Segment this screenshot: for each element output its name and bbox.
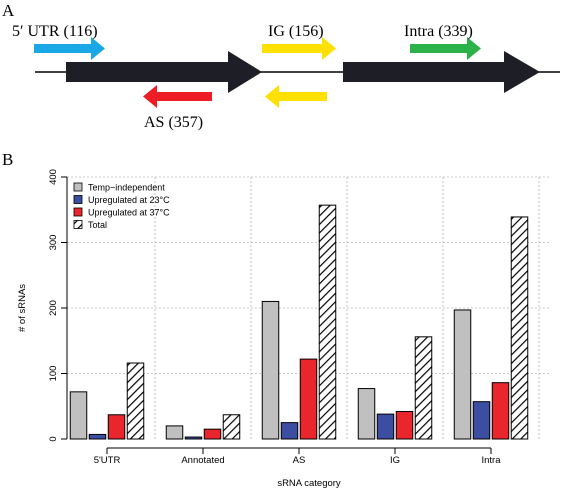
bar-chart: 0 100 200 300 400 5'UTR Annotated AS IG Intra # … xyxy=(17,169,551,489)
bar-annotated-total xyxy=(222,414,241,440)
bar-intra-total xyxy=(510,216,529,440)
y-tick-label: 0 xyxy=(48,436,59,441)
bar-as-tempindependent xyxy=(261,300,280,440)
y-tick-label: 200 xyxy=(48,300,59,316)
ig-label: IG (156) xyxy=(268,23,324,40)
legend-swatch xyxy=(73,195,83,204)
panel-b-label: B xyxy=(2,150,13,169)
bar-ig-upregulatedat23c xyxy=(376,413,395,440)
legend-swatch xyxy=(73,207,83,217)
legend: Temp−independent Upregulated at 23°C Upreg… xyxy=(73,182,170,230)
bar-annotated-upregulatedat23c xyxy=(184,436,203,440)
bar-intra-tempindependent xyxy=(453,309,472,440)
x-tick-label: 5'UTR xyxy=(94,455,121,466)
y-axis: 0 100 200 300 400 xyxy=(48,169,68,442)
bar-intra-upregulatedat23c xyxy=(472,401,491,440)
bar-as-upregulatedat37c xyxy=(299,358,318,440)
bars xyxy=(69,204,529,440)
legend-label: Upregulated at 23°C xyxy=(88,195,170,205)
bar-intra-upregulatedat37c xyxy=(491,382,510,440)
as-srna-arrow xyxy=(143,85,212,108)
legend-swatch xyxy=(73,220,83,229)
x-tick-label: Annotated xyxy=(181,455,224,466)
intra-label: Intra (339) xyxy=(404,23,473,40)
bar-5utr-tempindependent xyxy=(69,391,88,440)
utr-label: 5′ UTR (116) xyxy=(12,23,98,40)
y-tick-label: 300 xyxy=(48,235,59,251)
y-tick-label: 100 xyxy=(48,366,59,382)
bar-ig-total xyxy=(414,336,433,440)
legend-label: Upregulated at 37°C xyxy=(88,208,170,218)
intra-srna-arrow xyxy=(410,37,481,60)
bar-as-upregulatedat23c xyxy=(280,422,299,440)
ig-srna-arrow xyxy=(262,37,336,60)
utr-srna-arrow xyxy=(34,37,105,60)
gene-arrow-1 xyxy=(66,51,262,93)
legend-label: Total xyxy=(88,220,107,230)
x-tick-label: IG xyxy=(390,455,400,466)
bar-ig-upregulatedat37c xyxy=(395,410,414,440)
panel-a-schematic: A 5′ UTR (116) IG (156) Intra (339) AS (… xyxy=(2,1,560,131)
x-axis: 5'UTR Annotated AS IG Intra xyxy=(94,447,501,466)
bar-5utr-total xyxy=(126,362,145,440)
x-tick-label: Intra xyxy=(481,455,501,466)
y-tick-label: 400 xyxy=(48,169,59,185)
as-label: AS (357) xyxy=(144,114,203,131)
y-axis-title: # of sRNAs xyxy=(17,284,28,332)
ig-reverse-srna-arrow xyxy=(265,85,327,108)
gene-arrow-2 xyxy=(343,51,540,93)
x-axis-title: sRNA category xyxy=(277,478,341,489)
legend-swatch xyxy=(73,182,83,192)
x-tick-label: AS xyxy=(293,455,306,466)
bar-5utr-upregulatedat37c xyxy=(107,414,126,440)
panel-a-label: A xyxy=(2,1,15,20)
bar-annotated-upregulatedat37c xyxy=(203,428,222,440)
bar-as-total xyxy=(318,204,337,440)
legend-label: Temp−independent xyxy=(88,183,165,193)
bar-5utr-upregulatedat23c xyxy=(88,433,107,440)
bar-annotated-tempindependent xyxy=(165,425,184,440)
bar-ig-tempindependent xyxy=(357,388,376,440)
